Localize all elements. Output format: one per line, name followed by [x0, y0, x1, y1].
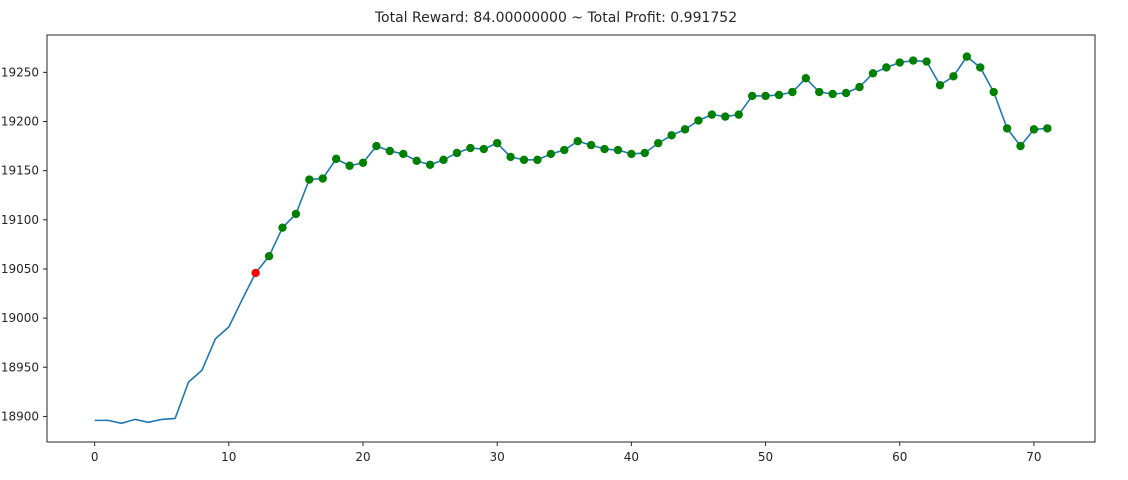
buy-marker [331, 154, 341, 164]
buy-marker [815, 87, 824, 97]
buy-marker [613, 145, 623, 155]
buy-marker [976, 63, 985, 72]
buy-marker [627, 149, 636, 159]
buy-marker [882, 63, 891, 72]
buy-marker [680, 125, 690, 134]
sell-marker [251, 268, 260, 278]
buy-marker [358, 158, 368, 168]
buy-marker [278, 223, 287, 232]
buy-marker [922, 57, 931, 66]
buy-marker [264, 251, 274, 261]
buy-marker [935, 80, 945, 90]
buy-marker [949, 72, 958, 81]
buy-marker [989, 87, 998, 97]
chart-title: Total Reward: 84.00000000 ~ Total Profit… [374, 10, 737, 26]
buy-marker [318, 174, 327, 183]
buy-marker [855, 82, 864, 92]
buy-marker [1016, 141, 1025, 151]
buy-marker [345, 161, 354, 170]
buy-marker [694, 116, 703, 125]
buy-marker [908, 56, 918, 65]
buy-marker [667, 131, 676, 140]
buy-marker [1043, 124, 1052, 133]
buy-marker [466, 143, 475, 153]
buy-marker [640, 148, 650, 158]
buy-marker [452, 148, 462, 158]
buy-marker [868, 69, 878, 78]
marker-layer [251, 52, 1052, 278]
y-tick-label: 19150 [1, 164, 39, 178]
buy-marker [841, 88, 851, 98]
x-tick-label: 70 [1026, 450, 1041, 464]
buy-marker [399, 149, 408, 159]
buy-marker [479, 144, 488, 154]
buy-marker [412, 156, 421, 166]
buy-marker [895, 58, 904, 67]
buy-marker [801, 74, 811, 83]
buy-marker [439, 155, 448, 165]
buy-marker [1029, 125, 1039, 134]
x-tick-label: 0 [91, 450, 99, 464]
buy-marker [1002, 124, 1012, 133]
y-tick-label: 19000 [1, 311, 39, 325]
series-layer [94, 55, 1048, 425]
buy-marker [305, 175, 314, 184]
y-axis: 18900 18950 19000 19050 19100 19150 19200 19250 [1, 65, 47, 423]
buy-marker [721, 112, 730, 121]
buy-marker [828, 89, 837, 99]
buy-marker [707, 110, 717, 119]
x-axis: 0 10 20 30 40 50 60 70 [91, 442, 1042, 464]
buy-marker [761, 91, 770, 101]
y-tick-label: 19050 [1, 262, 39, 276]
buy-marker [573, 136, 582, 146]
y-tick-label: 18950 [1, 360, 39, 374]
x-tick-label: 40 [624, 450, 639, 464]
series-line [94, 55, 1048, 425]
buy-marker [600, 144, 609, 154]
y-tick-label: 19100 [1, 213, 39, 227]
buy-marker [734, 110, 743, 119]
x-tick-label: 10 [221, 450, 236, 464]
buy-marker [774, 90, 784, 100]
x-tick-label: 60 [892, 450, 907, 464]
y-tick-label: 19250 [1, 65, 39, 79]
buy-marker [519, 155, 529, 165]
y-tick-label: 19200 [1, 115, 39, 129]
buy-marker [372, 141, 381, 151]
y-tick-label: 18900 [1, 409, 39, 423]
buy-marker [747, 91, 757, 101]
buy-marker [425, 160, 435, 169]
buy-marker [546, 149, 556, 159]
buy-marker [533, 155, 542, 165]
x-tick-label: 50 [758, 450, 773, 464]
buy-marker [962, 52, 972, 61]
x-tick-label: 20 [355, 450, 370, 464]
buy-marker [586, 140, 596, 150]
buy-marker [654, 138, 663, 148]
buy-marker [492, 138, 502, 148]
buy-marker [506, 152, 515, 162]
x-tick-label: 30 [490, 450, 505, 464]
buy-marker [560, 145, 569, 155]
buy-marker [385, 146, 395, 156]
buy-marker [291, 209, 301, 219]
buy-marker [788, 87, 797, 97]
plot-area [46, 34, 1096, 443]
